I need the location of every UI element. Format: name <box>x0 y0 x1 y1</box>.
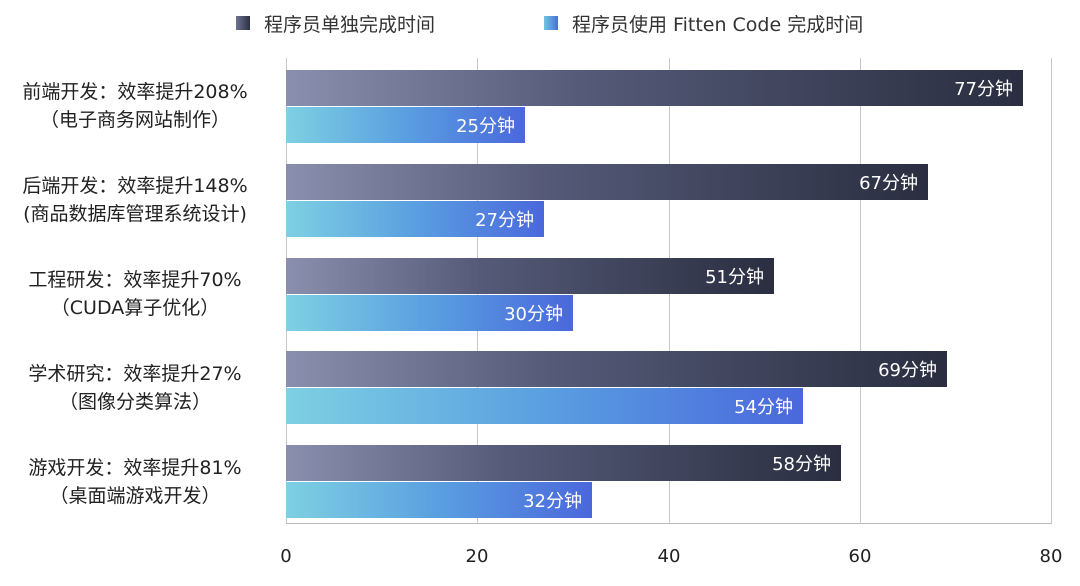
bar-value-label: 32分钟 <box>523 491 582 512</box>
category-title: 后端开发：效率提升148% <box>22 175 248 197</box>
bar-fitten-backend: 27分钟 <box>286 201 544 237</box>
legend-item-fitten: 程序员使用 Fitten Code 完成时间 <box>544 8 863 38</box>
category-title: 游戏开发：效率提升81% <box>28 457 242 479</box>
bar-fitten-game: 32分钟 <box>286 482 592 518</box>
category-subtitle: (商品数据库管理系统设计) <box>23 203 247 225</box>
bar-alone-backend: 67分钟 <box>286 164 928 200</box>
category-label-game: 游戏开发：效率提升81% （桌面端游戏开发） <box>0 454 270 510</box>
category-title: 学术研究：效率提升27% <box>28 363 242 385</box>
x-tick-80: 80 <box>1039 546 1063 567</box>
x-axis-line <box>286 523 1052 524</box>
x-tick-0: 0 <box>280 546 292 567</box>
bar-value-label: 30分钟 <box>504 304 563 325</box>
legend-label-fitten: 程序员使用 Fitten Code 完成时间 <box>572 13 864 36</box>
gridline-60 <box>860 58 861 524</box>
legend-label-alone: 程序员单独完成时间 <box>264 13 436 36</box>
category-label-engineering: 工程研发：效率提升70% （CUDA算子优化） <box>0 266 270 322</box>
bar-alone-academic: 69分钟 <box>286 351 947 387</box>
category-label-academic: 学术研究：效率提升27% （图像分类算法） <box>0 360 270 416</box>
bar-fitten-engineering: 30分钟 <box>286 295 573 331</box>
x-tick-40: 40 <box>657 546 681 567</box>
bar-value-label: 54分钟 <box>734 397 793 418</box>
gridline-80 <box>1051 58 1052 524</box>
bar-value-label: 27分钟 <box>475 210 534 231</box>
bar-alone-engineering: 51分钟 <box>286 258 774 294</box>
bar-alone-game: 58分钟 <box>286 445 841 481</box>
legend-swatch-fitten <box>544 16 558 30</box>
bar-value-label: 67分钟 <box>859 173 918 194</box>
category-title: 工程研发：效率提升70% <box>28 269 242 291</box>
bar-value-label: 69分钟 <box>878 360 937 381</box>
bar-value-label: 51分钟 <box>705 267 764 288</box>
bar-value-label: 25分钟 <box>456 116 515 137</box>
category-label-frontend: 前端开发：效率提升208% （电子商务网站制作） <box>0 78 270 134</box>
legend-item-alone: 程序员单独完成时间 <box>236 8 435 38</box>
category-subtitle: （CUDA算子优化） <box>50 297 220 319</box>
bar-alone-frontend: 77分钟 <box>286 70 1023 106</box>
category-title: 前端开发：效率提升208% <box>22 81 248 103</box>
category-subtitle: （电子商务网站制作） <box>39 109 230 131</box>
category-subtitle: （桌面端游戏开发） <box>49 485 221 507</box>
bar-fitten-academic: 54分钟 <box>286 388 803 424</box>
plot-area: 77分钟 25分钟 67分钟 27分钟 51分钟 30分钟 69分钟 54分钟 … <box>286 58 1052 524</box>
x-tick-20: 20 <box>465 546 489 567</box>
legend-swatch-alone <box>236 16 250 30</box>
bar-value-label: 77分钟 <box>954 79 1013 100</box>
x-tick-60: 60 <box>848 546 872 567</box>
bar-value-label: 58分钟 <box>772 454 831 475</box>
bar-fitten-frontend: 25分钟 <box>286 107 525 143</box>
category-subtitle: （图像分类算法） <box>58 391 211 413</box>
category-label-backend: 后端开发：效率提升148% (商品数据库管理系统设计) <box>0 172 270 228</box>
chart-legend: 程序员单独完成时间 程序员使用 Fitten Code 完成时间 <box>0 8 1080 38</box>
